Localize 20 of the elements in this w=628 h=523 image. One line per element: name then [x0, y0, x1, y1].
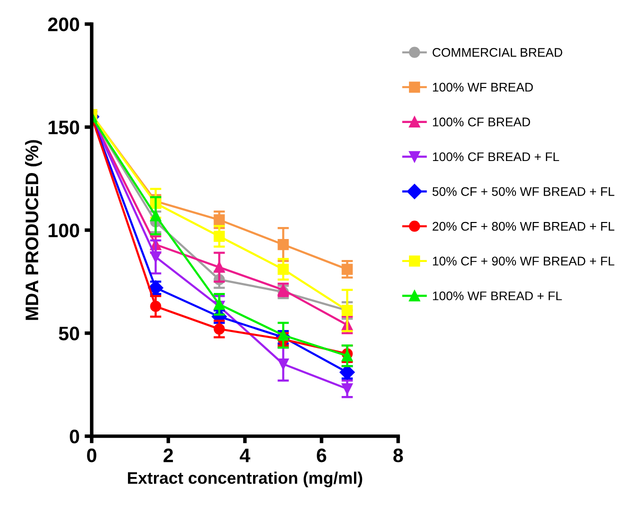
y-tick-label: 100 [48, 224, 80, 238]
legend-label: 50% CF + 50% WF BREAD + FL [432, 187, 614, 196]
y-tick-label: 200 [48, 18, 80, 32]
y-tick-label: 0 [70, 430, 80, 444]
legend-label: 100% CF BREAD [432, 118, 530, 126]
x-tick-label: 4 [240, 448, 250, 462]
x-tick-label: 0 [87, 448, 96, 462]
legend-label: 100% CF BREAD + FL [432, 152, 560, 162]
legend-label: COMMERCIAL BREAD [432, 48, 562, 57]
legend-label: 20% CF + 80% WF BREAD + FL [432, 222, 614, 231]
x-tick-label: 2 [164, 448, 173, 462]
legend-label: 10% CF + 90% WF BREAD + FL [432, 256, 614, 266]
legend-label: 100% WF BREAD + FL [432, 291, 562, 300]
x-axis-title: Extract concentration (mg/ml) [128, 472, 362, 488]
y-axis-title: MDA PRODUCED (%) [25, 140, 42, 320]
x-tick-label: 6 [316, 448, 326, 462]
y-tick-label: 150 [48, 120, 80, 134]
legend-label: 100% WF BREAD [432, 82, 533, 92]
x-tick-label: 8 [393, 448, 403, 462]
y-tick-label: 50 [58, 326, 80, 340]
